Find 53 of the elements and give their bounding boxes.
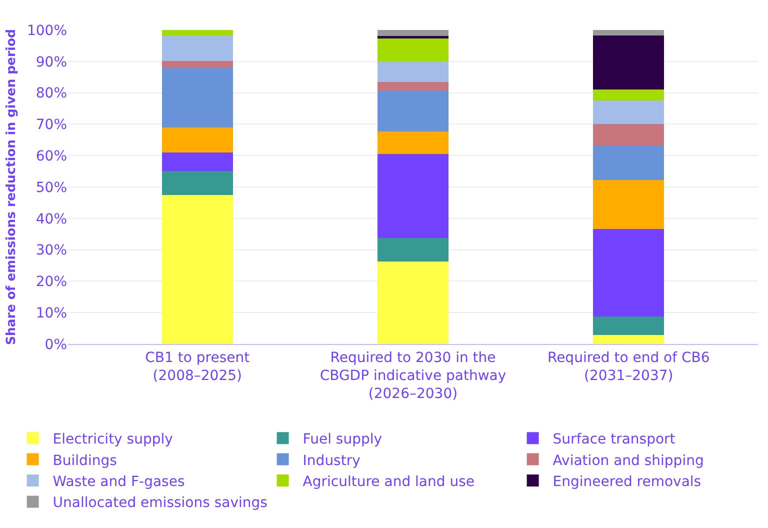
bar (593, 30, 664, 36)
bar (593, 35, 664, 90)
bar (377, 262, 449, 344)
bar (162, 36, 233, 61)
bar (593, 316, 664, 336)
y-tick-label: 70% (36, 117, 67, 134)
bar (377, 36, 449, 38)
bar (593, 335, 664, 344)
bar (162, 67, 233, 128)
bar (377, 238, 449, 262)
bar (377, 38, 449, 62)
legend-label: Buildings (52, 452, 117, 469)
bar (593, 100, 664, 124)
bar (377, 30, 449, 36)
bar (593, 180, 664, 230)
bar (593, 89, 664, 100)
y-tick-label: 100% (26, 22, 67, 39)
bar (162, 30, 233, 36)
bar (377, 90, 449, 132)
legend-label: Agriculture and land use (302, 474, 475, 490)
y-axis-title: Share of emissions reduction in given period (3, 29, 18, 345)
y-tick-label: 80% (36, 86, 67, 102)
bar (162, 152, 233, 171)
x-tick-label: Required to end of CB6 (2031–2037) (547, 350, 710, 384)
bar (377, 154, 449, 238)
legend-label: Engineered removals (552, 474, 702, 490)
bar (593, 124, 664, 146)
legend-label: Surface transport (552, 432, 676, 448)
y-tick-label: 40% (36, 211, 67, 228)
x-tick-label: CB1 to present (2008–2025) (145, 350, 250, 384)
bar (162, 194, 233, 344)
x-tick-label: Required to 2030 in the CBGDP indicative pathway (2026–2030) (320, 350, 506, 402)
y-tick-label: 10% (36, 306, 67, 322)
bar (377, 132, 449, 154)
bar (593, 229, 664, 317)
legend-label: Waste and F-gases (52, 474, 185, 490)
y-tick-label: 30% (36, 242, 67, 259)
bar (593, 146, 664, 180)
legend-label: Unallocated emissions savings (52, 495, 268, 512)
legend-label: Electricity supply (52, 432, 173, 448)
bar (162, 60, 233, 68)
bar (162, 127, 233, 152)
y-tick-label: 60% (36, 148, 67, 164)
y-tick-label: 0% (44, 336, 67, 353)
bar (377, 82, 449, 91)
legend-label: Fuel supply (302, 432, 382, 448)
legend-label: Industry (302, 452, 360, 469)
y-tick-label: 90% (36, 54, 67, 70)
y-tick-label: 50% (36, 180, 67, 196)
bar (162, 170, 233, 195)
bar (377, 62, 449, 82)
legend-label: Aviation and shipping (552, 452, 704, 469)
y-tick-label: 20% (36, 274, 67, 290)
